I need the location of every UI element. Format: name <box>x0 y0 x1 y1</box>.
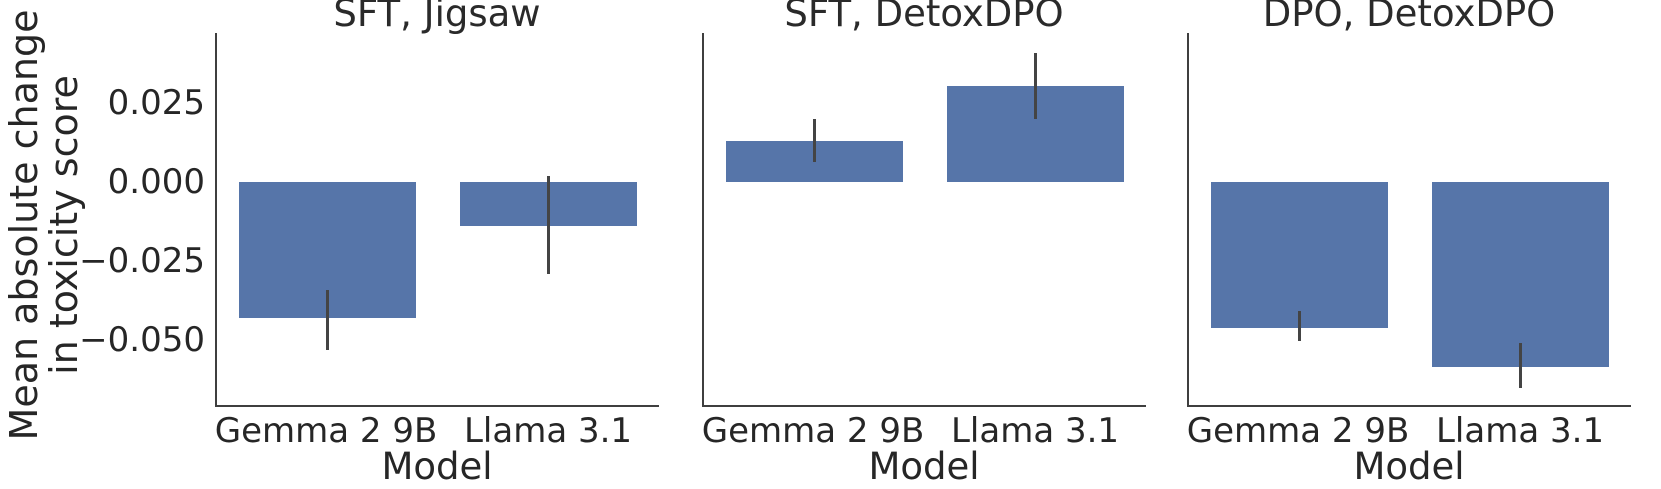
plot-area <box>1187 33 1631 407</box>
error-bar <box>326 289 329 350</box>
y-tick-label: −0.050 <box>79 320 205 361</box>
x-axis-label: Model <box>1353 445 1465 488</box>
error-bar <box>1298 311 1301 342</box>
y-tick-label: 0.000 <box>107 162 205 203</box>
y-tick-label: 0.025 <box>107 83 205 124</box>
y-axis-label: Mean absolute change in toxicity score <box>2 0 86 460</box>
y-axis-label-line1: Mean absolute change <box>2 9 46 441</box>
x-tick-label: Llama 3.1 <box>463 411 633 451</box>
x-tick-label: Gemma 2 9B <box>1186 411 1410 451</box>
subplot-dpo-detoxdpo: DPO, DetoxDPO Gemma 2 9B Llama 3.1 Model <box>1187 0 1631 488</box>
plot-area <box>702 33 1146 407</box>
y-axis-label-line2: in toxicity score <box>42 75 86 375</box>
y-tick-label: −0.025 <box>79 241 205 282</box>
subplot-title: SFT, Jigsaw <box>333 0 541 35</box>
x-tick-label: Gemma 2 9B <box>214 411 438 451</box>
error-bar <box>547 175 550 274</box>
error-bar <box>1034 52 1037 119</box>
error-bar <box>1519 343 1522 388</box>
x-axis-label: Model <box>868 445 980 488</box>
subplot-title: DPO, DetoxDPO <box>1262 0 1556 35</box>
subplot-title: SFT, DetoxDPO <box>784 0 1064 35</box>
bar-gemma-2-9b <box>1211 182 1388 328</box>
x-tick-label: Llama 3.1 <box>1435 411 1605 451</box>
error-bar <box>813 118 816 162</box>
x-tick-label: Llama 3.1 <box>950 411 1120 451</box>
subplot-sft-detoxdpo: SFT, DetoxDPO Gemma 2 9B Llama 3.1 Model <box>702 0 1146 488</box>
x-axis-label: Model <box>381 445 493 488</box>
x-tick-label: Gemma 2 9B <box>701 411 925 451</box>
subplot-sft-jigsaw: SFT, Jigsaw 0.025 0.000 −0.025 −0.050 Gemma… <box>79 0 659 488</box>
bar-llama-3-1 <box>1432 182 1609 368</box>
plot-area: 0.025 0.000 −0.025 −0.050 <box>79 33 659 407</box>
